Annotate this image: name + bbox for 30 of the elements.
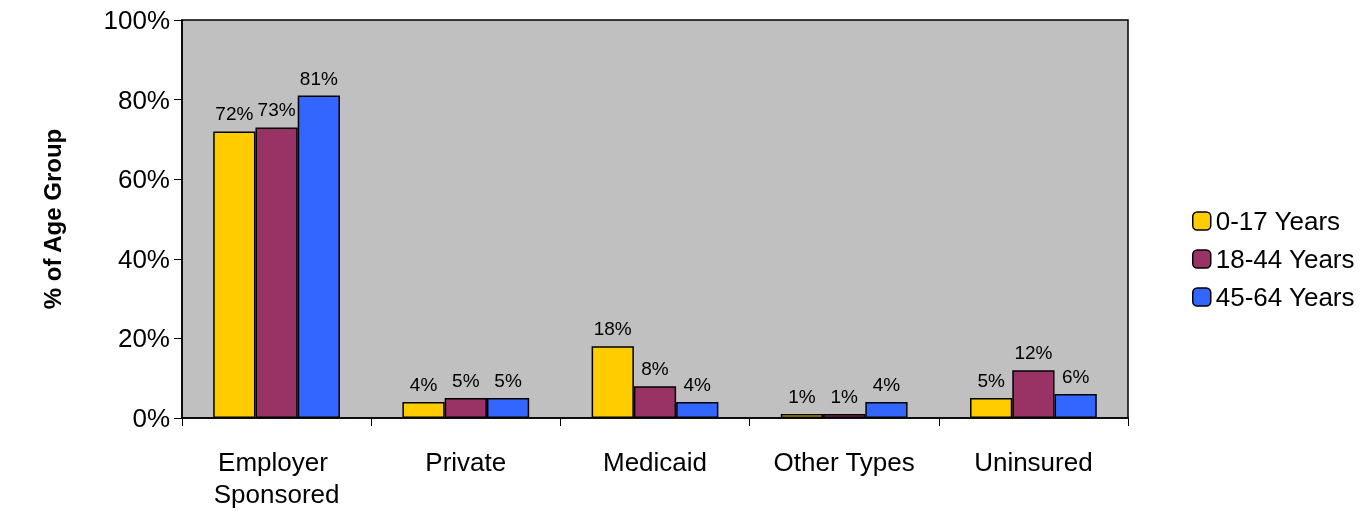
data-label: 5% xyxy=(977,370,1005,392)
y-tick-label: 100% xyxy=(103,5,170,35)
data-label: 4% xyxy=(683,374,712,396)
y-tick-label: 80% xyxy=(117,84,170,115)
y-tick-label: 0% xyxy=(132,403,170,433)
x-tick-label: Private xyxy=(425,447,507,477)
data-label: 8% xyxy=(641,358,669,380)
data-label: 81% xyxy=(299,67,338,89)
y-tick-label: 60% xyxy=(117,164,170,195)
data-label: 5% xyxy=(494,370,522,392)
data-label: 1% xyxy=(830,386,859,408)
y-tick-label: 40% xyxy=(117,243,170,274)
data-label: 4% xyxy=(872,374,901,396)
data-label: 5% xyxy=(452,370,480,392)
legend-label: 45-64 Years xyxy=(1215,282,1355,312)
data-label: 1% xyxy=(788,386,816,408)
data-label: 73% xyxy=(257,99,296,121)
x-tick-label: Other Types xyxy=(773,447,915,477)
x-tick-label: Employer Sponsored xyxy=(213,447,340,509)
data-label: 12% xyxy=(1014,342,1053,364)
legend-label: 0-17 Years xyxy=(1215,206,1341,236)
legend-label: 18-44 Years xyxy=(1215,244,1355,274)
data-label: 18% xyxy=(593,318,632,340)
y-axis-title: % of Age Group xyxy=(38,128,66,310)
data-label: 4% xyxy=(409,374,438,396)
y-tick-label: 20% xyxy=(117,323,170,354)
data-label: 72% xyxy=(215,103,254,125)
x-tick-label: Medicaid xyxy=(602,447,708,477)
x-tick-label: Uninsured xyxy=(974,447,1093,477)
data-label: 6% xyxy=(1061,366,1090,388)
